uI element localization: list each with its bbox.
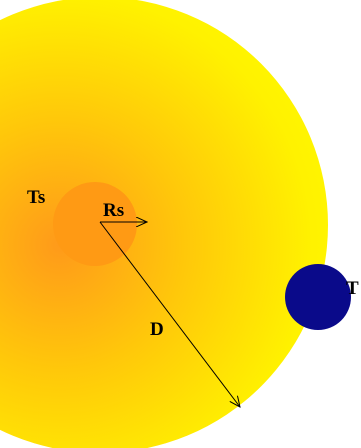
page: Ts Rs D T (() => { const data = JSON.par… [0, 0, 361, 448]
planet [285, 264, 351, 330]
star-atmosphere [0, 0, 328, 448]
star-radius-label: Rs [103, 200, 124, 221]
distance-label: D [150, 319, 164, 340]
star-core [53, 182, 137, 266]
diagram: Ts Rs D T [0, 0, 361, 448]
planet-temperature-label: T [346, 278, 359, 299]
star-temperature-label: Ts [27, 187, 45, 208]
